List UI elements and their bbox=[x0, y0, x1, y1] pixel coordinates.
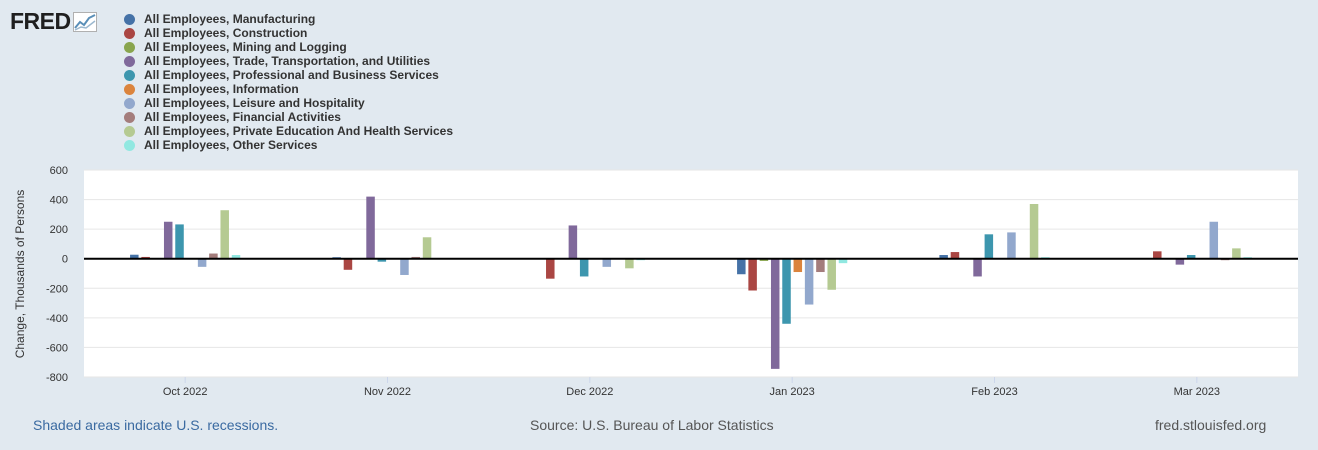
legend-item[interactable]: All Employees, Mining and Logging bbox=[124, 40, 453, 54]
bar[interactable] bbox=[625, 258, 634, 269]
bar[interactable] bbox=[770, 258, 780, 369]
legend-marker bbox=[124, 97, 135, 109]
legend-label: All Employees, Professional and Business… bbox=[144, 68, 439, 82]
legend-item[interactable]: All Employees, Professional and Business… bbox=[124, 68, 453, 82]
bar[interactable] bbox=[568, 225, 578, 259]
legend-item[interactable]: All Employees, Information bbox=[124, 82, 453, 96]
legend-marker bbox=[124, 69, 135, 81]
bar[interactable] bbox=[939, 255, 948, 259]
legend-label: All Employees, Mining and Logging bbox=[144, 40, 347, 54]
bar[interactable] bbox=[973, 258, 982, 277]
site-link[interactable]: fred.stlouisfed.org bbox=[1155, 417, 1267, 433]
bar[interactable] bbox=[377, 258, 387, 262]
bar[interactable] bbox=[231, 255, 241, 259]
bar[interactable] bbox=[220, 210, 229, 259]
bar[interactable] bbox=[984, 234, 994, 259]
bar[interactable] bbox=[816, 258, 825, 273]
bar[interactable] bbox=[804, 258, 814, 305]
y-tick-label: 200 bbox=[50, 224, 68, 236]
bar-chart: 600 400 200 0 -200 -400 -600 -800 Oct 2022 Nov 2… bbox=[13, 165, 1298, 398]
bar[interactable] bbox=[546, 258, 555, 279]
x-tick-label: Oct 2022 bbox=[163, 386, 208, 398]
fred-logo[interactable]: FRED bbox=[10, 8, 97, 34]
legend-label: All Employees, Manufacturing bbox=[144, 12, 316, 26]
bar[interactable] bbox=[579, 258, 589, 277]
bar[interactable] bbox=[838, 258, 848, 264]
y-tick-label: -200 bbox=[46, 283, 68, 295]
legend-item[interactable]: All Employees, Private Education And Hea… bbox=[124, 124, 453, 138]
logo-text: FRED bbox=[10, 8, 71, 34]
y-tick-label: -600 bbox=[46, 342, 68, 354]
bar[interactable] bbox=[1209, 221, 1219, 259]
legend-marker bbox=[124, 139, 135, 151]
bar[interactable] bbox=[175, 224, 184, 259]
legend-marker bbox=[124, 125, 135, 137]
bar[interactable] bbox=[737, 258, 746, 275]
legend-marker bbox=[124, 55, 135, 67]
y-tick-label: -400 bbox=[46, 313, 68, 325]
y-tick-label: 600 bbox=[50, 165, 68, 177]
legend-item[interactable]: All Employees, Other Services bbox=[124, 138, 453, 152]
legend-item[interactable]: All Employees, Leisure and Hospitality bbox=[124, 96, 453, 110]
bar[interactable] bbox=[366, 196, 375, 259]
bar[interactable] bbox=[827, 258, 836, 290]
y-tick-label: 400 bbox=[50, 195, 68, 207]
legend-label: All Employees, Construction bbox=[144, 26, 308, 40]
bar[interactable] bbox=[1007, 232, 1016, 259]
chart-legend: All Employees, Manufacturing All Employee… bbox=[124, 12, 453, 152]
legend-marker bbox=[124, 13, 135, 25]
bar[interactable] bbox=[422, 237, 432, 259]
line-graph-icon bbox=[72, 12, 97, 32]
plot-area bbox=[84, 170, 1298, 377]
legend-label: All Employees, Trade, Transportation, an… bbox=[144, 54, 431, 68]
y-tick-label: -800 bbox=[46, 372, 68, 384]
bar[interactable] bbox=[130, 254, 139, 259]
bar[interactable] bbox=[1232, 248, 1241, 259]
bar[interactable] bbox=[748, 258, 757, 291]
bar[interactable] bbox=[759, 258, 769, 261]
bar[interactable] bbox=[343, 258, 353, 270]
bar[interactable] bbox=[1186, 255, 1196, 259]
legend-label: All Employees, Other Services bbox=[144, 138, 318, 152]
legend-label: All Employees, Financial Activities bbox=[144, 110, 341, 124]
legend-marker bbox=[124, 41, 135, 53]
x-tick-label: Feb 2023 bbox=[971, 386, 1017, 398]
x-tick-label: Mar 2023 bbox=[1174, 386, 1220, 398]
legend-item[interactable]: All Employees, Construction bbox=[124, 26, 453, 40]
legend-marker bbox=[124, 111, 135, 123]
legend-marker bbox=[124, 83, 135, 95]
recession-note[interactable]: Shaded areas indicate U.S. recessions. bbox=[33, 417, 279, 433]
y-tick-label: 0 bbox=[62, 254, 68, 266]
legend-label: All Employees, Leisure and Hospitality bbox=[144, 96, 365, 110]
legend-marker bbox=[124, 27, 135, 39]
x-tick-label: Nov 2022 bbox=[364, 386, 411, 398]
bar[interactable] bbox=[782, 258, 791, 324]
bar[interactable] bbox=[1153, 251, 1162, 259]
legend-item[interactable]: All Employees, Manufacturing bbox=[124, 12, 453, 26]
legend-label: All Employees, Information bbox=[144, 82, 299, 96]
bar[interactable] bbox=[1029, 204, 1039, 259]
bar[interactable] bbox=[793, 258, 803, 273]
x-tick-label: Jan 2023 bbox=[770, 386, 815, 398]
bar[interactable] bbox=[950, 252, 960, 259]
legend-item[interactable]: All Employees, Trade, Transportation, an… bbox=[124, 54, 453, 68]
x-tick-label: Dec 2022 bbox=[566, 386, 613, 398]
y-axis-label: Change, Thousands of Persons bbox=[13, 190, 27, 359]
bar[interactable] bbox=[163, 221, 173, 259]
bar[interactable] bbox=[400, 258, 409, 275]
bar[interactable] bbox=[197, 258, 207, 267]
source-note: Source: U.S. Bureau of Labor Statistics bbox=[530, 417, 774, 433]
bar[interactable] bbox=[209, 253, 218, 259]
bar[interactable] bbox=[602, 258, 612, 267]
legend-item[interactable]: All Employees, Financial Activities bbox=[124, 110, 453, 124]
legend-label: All Employees, Private Education And Hea… bbox=[144, 124, 453, 138]
bar[interactable] bbox=[1175, 258, 1185, 265]
